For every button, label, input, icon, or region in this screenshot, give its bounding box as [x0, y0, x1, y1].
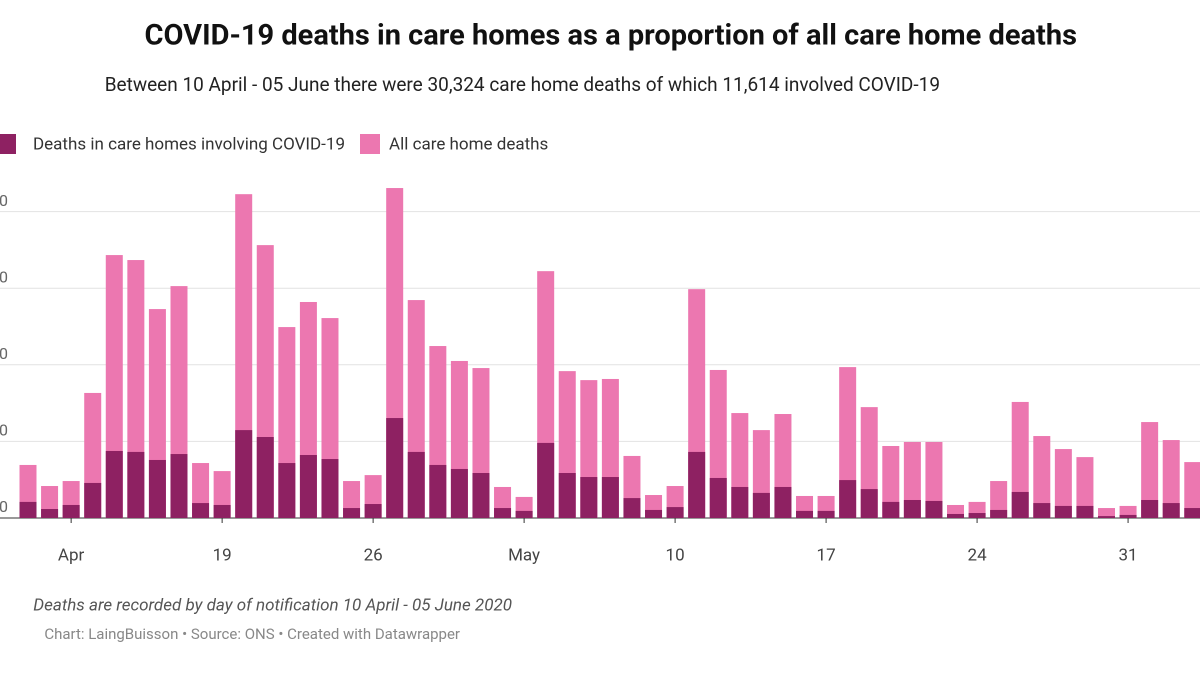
- bar: [601, 477, 619, 518]
- x-tick-label: 17: [817, 545, 836, 565]
- bar: [1162, 440, 1180, 518]
- bar: [343, 508, 361, 518]
- bar: [213, 504, 231, 518]
- bar: [1076, 457, 1094, 518]
- bar: [968, 513, 986, 518]
- bar: [192, 503, 210, 518]
- bar: [515, 510, 533, 518]
- y-tick-label: 1600: [0, 191, 8, 210]
- bar: [84, 482, 102, 518]
- bar: [170, 454, 188, 518]
- bar: [1054, 449, 1072, 518]
- bar: [386, 418, 404, 518]
- bar: [1184, 508, 1200, 518]
- bar: [364, 504, 382, 518]
- bar: [537, 442, 555, 518]
- bar: [645, 509, 663, 518]
- bar: [558, 472, 576, 518]
- bar: [278, 463, 296, 518]
- bar: [903, 441, 921, 518]
- chart-title: COVID-19 deaths in care homes as a propo…: [145, 19, 1077, 53]
- legend-label: Deaths in care homes involving COVID-19: [33, 134, 345, 154]
- bar: [256, 436, 274, 518]
- bar: [947, 513, 965, 518]
- bar: [709, 477, 727, 518]
- y-tick-label: 400: [0, 421, 8, 440]
- bar: [1184, 462, 1200, 518]
- legend-label: All care home deaths: [389, 134, 548, 154]
- bar: [1119, 514, 1137, 518]
- x-tick-label: Apr: [58, 545, 85, 565]
- bar: [450, 468, 468, 518]
- bar: [1011, 491, 1029, 518]
- bar: [1076, 505, 1094, 518]
- x-tick-label: 19: [213, 545, 232, 565]
- bar: [235, 430, 253, 518]
- bar: [925, 500, 943, 518]
- bar: [494, 508, 512, 518]
- bar: [666, 507, 684, 518]
- bar: [429, 464, 447, 518]
- bar: [990, 481, 1008, 518]
- bar: [62, 504, 80, 518]
- bar: [407, 451, 425, 518]
- bar: [580, 477, 598, 518]
- y-tick-label: 800: [0, 344, 8, 363]
- bar: [860, 489, 878, 518]
- legend-swatch: [0, 134, 16, 154]
- bar: [1054, 505, 1072, 518]
- bar: [1141, 422, 1159, 518]
- bar: [148, 459, 166, 518]
- bar: [817, 510, 835, 518]
- bar: [688, 451, 706, 518]
- bar: [321, 459, 339, 518]
- bar: [1011, 401, 1029, 518]
- x-tick-label: 31: [1119, 545, 1138, 565]
- bar: [299, 454, 317, 518]
- bar: [1033, 436, 1051, 518]
- bar: [472, 472, 490, 518]
- bar: [105, 450, 123, 518]
- bar: [1098, 508, 1115, 518]
- bar: [796, 510, 814, 518]
- bar: [41, 508, 59, 518]
- bar: [731, 486, 749, 518]
- bar: [1033, 503, 1051, 518]
- y-tick-label: 1200: [0, 267, 8, 286]
- bar: [623, 498, 641, 518]
- chart-source: Chart: LaingBuisson • Source: ONS • Crea…: [44, 625, 460, 643]
- bar: [882, 445, 900, 518]
- bar: [19, 501, 37, 518]
- x-tick-label: 26: [364, 545, 383, 565]
- legend-swatch: [360, 134, 380, 154]
- x-tick-label: May: [508, 545, 540, 565]
- x-tick-label: 10: [666, 545, 685, 565]
- chart-subtitle: Between 10 April - 05 June there were 30…: [105, 73, 940, 96]
- bar: [903, 499, 921, 518]
- bar: [127, 451, 145, 518]
- chart-note: Deaths are recorded by day of notificati…: [33, 595, 512, 615]
- bar: [1162, 503, 1180, 518]
- x-tick-label: 24: [968, 545, 988, 565]
- bar: [990, 509, 1008, 518]
- bar: [925, 441, 943, 518]
- bar: [752, 492, 770, 518]
- bar: [882, 501, 900, 518]
- bar: [839, 480, 857, 518]
- bar: [1098, 516, 1115, 518]
- y-tick-label: 0: [0, 497, 8, 516]
- bar: [774, 486, 792, 518]
- bar: [1141, 499, 1159, 518]
